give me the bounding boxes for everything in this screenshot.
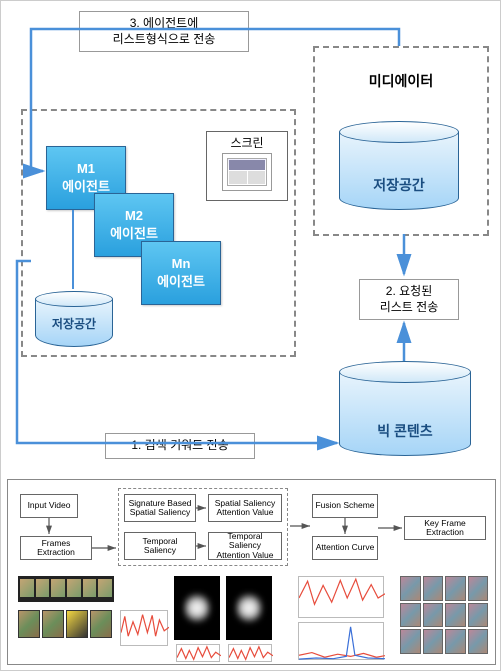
chart3 xyxy=(228,644,272,662)
keyframe-grid xyxy=(400,576,488,654)
box-spatial-attn: Spatial Saliency Attention Value xyxy=(208,494,282,522)
box-input-video: Input Video xyxy=(20,494,78,518)
screen-preview xyxy=(222,153,272,191)
chart2 xyxy=(176,644,220,662)
box-sig-spatial: Signature Based Spatial Saliency xyxy=(124,494,196,522)
box-fusion: Fusion Scheme xyxy=(312,494,378,518)
spatial-saliency-map xyxy=(174,576,220,640)
box-temporal-attn: Temporal Saliency Attention Value xyxy=(208,532,282,560)
frames-thumbs xyxy=(18,610,112,638)
step1-label-box: 1. 검색 키워드 전송 xyxy=(105,433,255,459)
chart1 xyxy=(120,610,168,646)
local-storage-cylinder: 저장공간 xyxy=(35,291,113,347)
temporal-saliency-map xyxy=(226,576,272,640)
box-key-frame: Key Frame Extraction xyxy=(404,516,486,540)
big-contents-cylinder: 빅 콘텐츠 xyxy=(339,361,471,457)
box-frames-extraction: Frames Extraction xyxy=(20,536,92,560)
step2-label-box: 2. 요청된 리스트 전송 xyxy=(359,279,459,320)
bottom-panel: Input Video Frames Extraction Signature … xyxy=(7,479,496,665)
mediator-storage-cylinder: 저장공간 xyxy=(339,121,459,211)
box-attention-curve: Attention Curve xyxy=(312,536,378,560)
mediator-title: 미디에이터 xyxy=(341,71,461,91)
box-temporal-saliency: Temporal Saliency xyxy=(124,532,196,560)
chart-attention xyxy=(298,622,384,660)
diagram-canvas: 3. 에이전트에 리스트형식으로 전송 미디에이터 M1 에이전트 M2 에이전… xyxy=(0,0,501,671)
agent-mn: Mn 에이전트 xyxy=(141,241,221,305)
chart-fusion xyxy=(298,576,384,618)
screen-label: 스크린 xyxy=(230,134,263,151)
step3-label-box: 3. 에이전트에 리스트형식으로 전송 xyxy=(79,11,249,52)
screen-box: 스크린 xyxy=(206,131,288,201)
filmstrip xyxy=(18,576,114,602)
